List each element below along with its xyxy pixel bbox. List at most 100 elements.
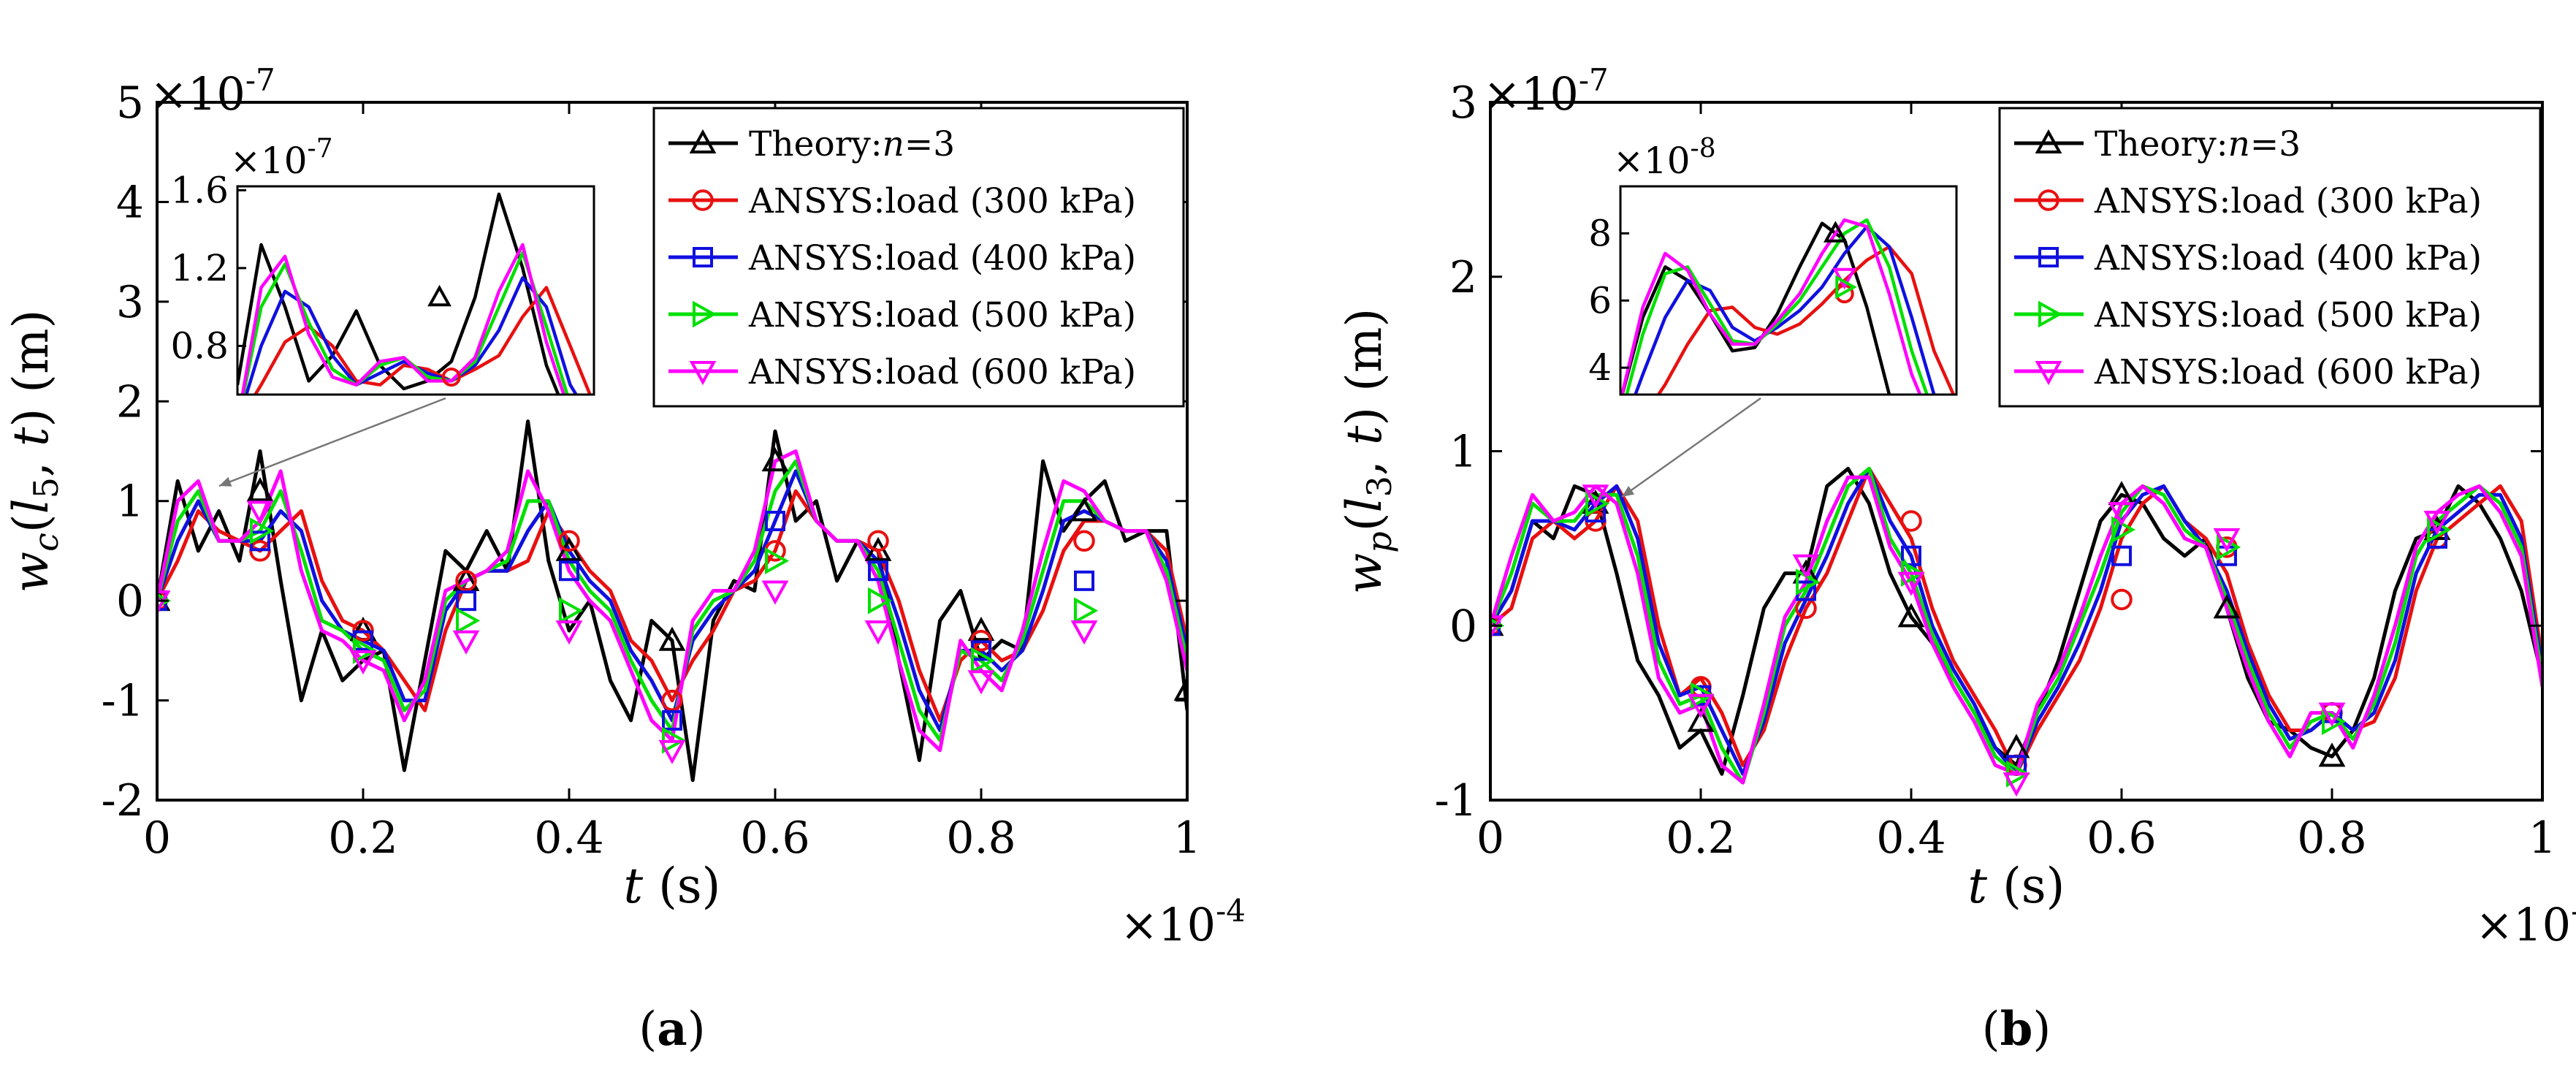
marker-600 [349, 650, 377, 675]
inset-y-tick-label: 8 [1588, 212, 1612, 254]
x-axis-label: t (s) [1968, 858, 2065, 914]
legend-marker-400 [693, 247, 713, 267]
inset-box [236, 185, 595, 396]
inset-marker-300 [441, 367, 461, 387]
x-tick-label: 0.2 [1666, 813, 1735, 864]
marker-600 [864, 620, 892, 645]
marker-Theory [761, 447, 789, 472]
marker-600 [2003, 772, 2030, 797]
marker-600 [555, 620, 583, 645]
axes-box [156, 101, 1189, 802]
inset-series-line-Theory [1620, 221, 1891, 395]
y-tick-label: -1 [102, 676, 144, 727]
legend-label: ANSYS:load (500 kPa) [748, 295, 1136, 335]
y-tick-label: 1 [116, 476, 144, 528]
inset-pointer-arrow [1621, 397, 1761, 498]
marker-Theory [658, 626, 686, 651]
inset-series-line-500 [1625, 218, 1929, 395]
legend-marker-400 [2038, 247, 2059, 267]
legend-label: ANSYS:load (500 kPa) [2094, 295, 2482, 335]
legend-item-600: ANSYS:load (600 kPa) [2014, 352, 2482, 392]
y-tick-label: 2 [116, 376, 144, 427]
marker-600 [2108, 502, 2135, 527]
marker-600 [452, 630, 480, 655]
marker-600 [1582, 484, 1609, 509]
inset-box [1619, 185, 1958, 396]
marker-400 [868, 560, 888, 582]
marker-300 [867, 530, 889, 552]
marker-400 [2111, 545, 2132, 566]
x-tick-label: 0.6 [740, 813, 809, 864]
panel-caption: (b) [1982, 1002, 2051, 1057]
legend-marker-300 [2038, 189, 2059, 211]
inset-pointer-arrow [218, 397, 446, 487]
marker-300 [2111, 588, 2133, 611]
inset-zoom: 4 6 8×10-8 [1588, 134, 1958, 396]
legend-label: ANSYS:load (600 kPa) [748, 352, 1136, 392]
marker-Theory [2318, 742, 2346, 767]
y-multiplier: ×10-7 [150, 62, 275, 121]
legend-marker-Theory [689, 129, 717, 153]
inset-marker-Theory [427, 284, 451, 307]
x-tick-label: 0.2 [328, 813, 397, 864]
y-tick-label: 5 [116, 77, 144, 129]
marker-600 [2318, 702, 2346, 727]
marker-500 [250, 517, 275, 545]
marker-Theory [246, 476, 274, 502]
inset-series-line-600 [1620, 218, 1922, 395]
marker-500 [559, 597, 584, 625]
legend-marker-500 [693, 300, 717, 328]
inset-y-tick-label: 1.2 [170, 247, 229, 289]
marker-Theory [1070, 497, 1098, 522]
legend-marker-600 [2035, 361, 2062, 386]
legend-marker-500 [2038, 300, 2063, 328]
inset-series-line-Theory [237, 192, 560, 395]
legend-label: ANSYS:load (400 kPa) [748, 238, 1136, 278]
inset-zoom: 0.8 1.2 1.6×10-7 [170, 134, 595, 396]
y-tick-label: 2 [1449, 252, 1477, 303]
y-multiplier: ×10-7 [1483, 62, 1609, 121]
x-axis-label: t (s) [624, 858, 721, 914]
marker-600 [1792, 554, 1820, 579]
inset-marker-500 [1835, 275, 1857, 300]
legend-label: ANSYS:load (300 kPa) [748, 181, 1136, 221]
series-lines [1490, 466, 2542, 797]
marker-600 [967, 670, 995, 695]
legend-item-600: ANSYS:load (600 kPa) [668, 352, 1136, 392]
marker-Theory [1897, 603, 1925, 628]
marker-300 [1900, 510, 1922, 532]
legend-marker-300 [692, 189, 714, 211]
marker-600 [2423, 511, 2451, 536]
marker-400 [1074, 570, 1094, 591]
series-lines [157, 419, 1187, 783]
x-tick-label: 0.4 [1876, 813, 1946, 864]
marker-500 [2322, 708, 2347, 735]
x-tick-label: 1 [2529, 813, 2556, 864]
legend-label: Theory:n=3 [749, 124, 955, 164]
marker-400 [662, 710, 682, 731]
marker-600 [761, 580, 789, 605]
inset-multiplier: ×10-8 [1613, 134, 1716, 182]
marker-300 [1073, 530, 1095, 552]
inset-y-tick-label: 4 [1588, 346, 1612, 389]
inset-y-tick-label: 6 [1588, 279, 1612, 322]
legend-label: ANSYS:load (400 kPa) [2094, 238, 2482, 278]
marker-600 [246, 501, 274, 525]
marker-300 [661, 689, 683, 712]
series-line-Theory [1490, 466, 2542, 776]
y-tick-label: -1 [1435, 775, 1477, 826]
marker-600 [658, 739, 686, 764]
inset-series-line-300 [1656, 245, 1956, 395]
marker-600 [1897, 571, 1925, 596]
legend-item-300: ANSYS:load (300 kPa) [668, 181, 1136, 221]
y-axis-label: wp(l3, t) (m) [1336, 308, 1399, 594]
inset-marker-Theory [1824, 221, 1848, 243]
x-tick-label: 0.8 [2297, 813, 2366, 864]
legend-item-300: ANSYS:load (300 kPa) [2014, 181, 2482, 221]
y-tick-label: 1 [1449, 427, 1477, 478]
marker-500 [765, 547, 790, 574]
panel-caption: (a) [639, 1002, 705, 1057]
inset-y-tick-label: 0.8 [170, 324, 229, 367]
x-multiplier: ×10-4 [1120, 893, 1246, 951]
